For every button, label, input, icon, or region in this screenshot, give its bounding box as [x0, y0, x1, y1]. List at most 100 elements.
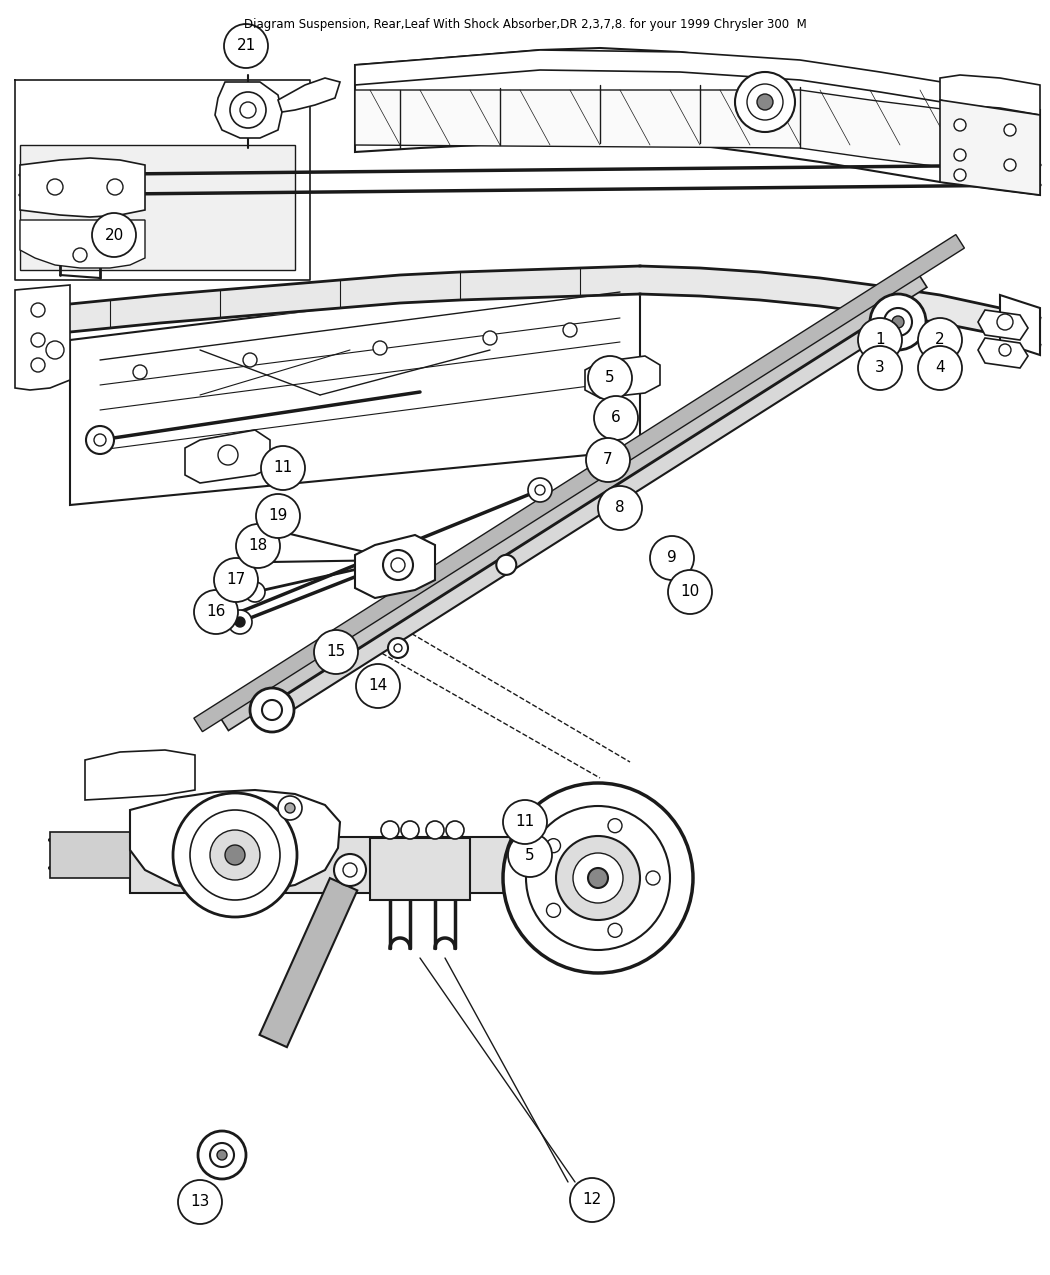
Circle shape: [1004, 124, 1016, 136]
Circle shape: [391, 558, 405, 572]
Polygon shape: [978, 338, 1028, 368]
Circle shape: [178, 1179, 222, 1224]
Polygon shape: [1000, 295, 1040, 354]
Circle shape: [608, 819, 622, 833]
Circle shape: [190, 810, 280, 900]
Circle shape: [614, 426, 626, 439]
Circle shape: [570, 1178, 614, 1221]
Circle shape: [285, 803, 295, 813]
Polygon shape: [215, 82, 282, 138]
Circle shape: [446, 821, 464, 839]
Polygon shape: [259, 878, 357, 1047]
Circle shape: [546, 839, 561, 853]
Circle shape: [526, 806, 670, 950]
Circle shape: [383, 550, 413, 580]
Circle shape: [646, 871, 660, 885]
Circle shape: [503, 783, 693, 973]
Polygon shape: [585, 356, 660, 398]
Polygon shape: [355, 50, 1040, 130]
Circle shape: [650, 536, 694, 580]
Circle shape: [483, 332, 497, 346]
Text: 20: 20: [104, 227, 124, 242]
Polygon shape: [130, 790, 340, 892]
Circle shape: [918, 346, 962, 390]
Circle shape: [497, 555, 517, 575]
Polygon shape: [278, 78, 340, 112]
Circle shape: [954, 119, 966, 131]
Circle shape: [401, 821, 419, 839]
Polygon shape: [194, 235, 964, 732]
Polygon shape: [185, 430, 270, 483]
Text: Diagram Suspension, Rear,Leaf With Shock Absorber,DR 2,3,7,8. for your 1999 Chry: Diagram Suspension, Rear,Leaf With Shock…: [244, 18, 806, 31]
Circle shape: [243, 353, 257, 367]
Polygon shape: [940, 99, 1040, 195]
Circle shape: [588, 868, 608, 887]
Circle shape: [250, 688, 294, 732]
Circle shape: [47, 179, 63, 195]
Circle shape: [747, 84, 783, 120]
Circle shape: [32, 303, 45, 317]
Polygon shape: [260, 309, 904, 724]
Circle shape: [870, 295, 926, 351]
Circle shape: [1004, 159, 1016, 171]
Polygon shape: [50, 833, 130, 878]
Polygon shape: [219, 274, 927, 731]
Circle shape: [218, 445, 238, 465]
Circle shape: [998, 314, 1013, 330]
Text: 1: 1: [876, 333, 885, 348]
Circle shape: [230, 92, 266, 128]
Circle shape: [261, 446, 304, 490]
Text: 21: 21: [236, 38, 255, 54]
Circle shape: [954, 149, 966, 161]
Circle shape: [608, 923, 622, 937]
Circle shape: [194, 590, 238, 634]
Text: 15: 15: [327, 644, 345, 659]
Circle shape: [503, 799, 547, 844]
Circle shape: [173, 793, 297, 917]
Text: 19: 19: [269, 509, 288, 524]
Polygon shape: [70, 270, 640, 505]
Circle shape: [536, 484, 545, 495]
Circle shape: [210, 1142, 234, 1167]
Text: 5: 5: [605, 371, 615, 385]
Circle shape: [508, 833, 552, 877]
Circle shape: [236, 524, 280, 567]
Circle shape: [563, 323, 578, 337]
Text: 16: 16: [206, 604, 226, 620]
Circle shape: [256, 493, 300, 538]
Circle shape: [381, 821, 399, 839]
Polygon shape: [15, 286, 70, 390]
Circle shape: [224, 24, 268, 68]
Circle shape: [92, 213, 136, 258]
Circle shape: [426, 821, 444, 839]
Circle shape: [546, 903, 561, 917]
Circle shape: [86, 426, 114, 454]
Polygon shape: [940, 75, 1040, 115]
Text: 7: 7: [603, 453, 613, 468]
Circle shape: [612, 411, 628, 426]
Text: 2: 2: [936, 333, 945, 348]
Circle shape: [228, 609, 252, 634]
Circle shape: [94, 434, 106, 446]
Circle shape: [373, 340, 387, 354]
Circle shape: [74, 249, 87, 261]
Polygon shape: [130, 836, 650, 892]
Polygon shape: [85, 750, 195, 799]
Circle shape: [668, 570, 712, 615]
Circle shape: [214, 558, 258, 602]
Circle shape: [240, 102, 256, 119]
Text: 3: 3: [875, 361, 885, 376]
Polygon shape: [355, 536, 435, 598]
Polygon shape: [20, 145, 295, 270]
Text: 12: 12: [583, 1192, 602, 1207]
Circle shape: [573, 853, 623, 903]
Circle shape: [556, 836, 640, 921]
Circle shape: [594, 397, 638, 440]
Circle shape: [954, 170, 966, 181]
Circle shape: [334, 854, 366, 886]
Text: 9: 9: [667, 551, 677, 566]
Text: 6: 6: [611, 411, 621, 426]
Circle shape: [133, 365, 147, 379]
Circle shape: [46, 340, 64, 360]
Circle shape: [217, 1150, 227, 1160]
